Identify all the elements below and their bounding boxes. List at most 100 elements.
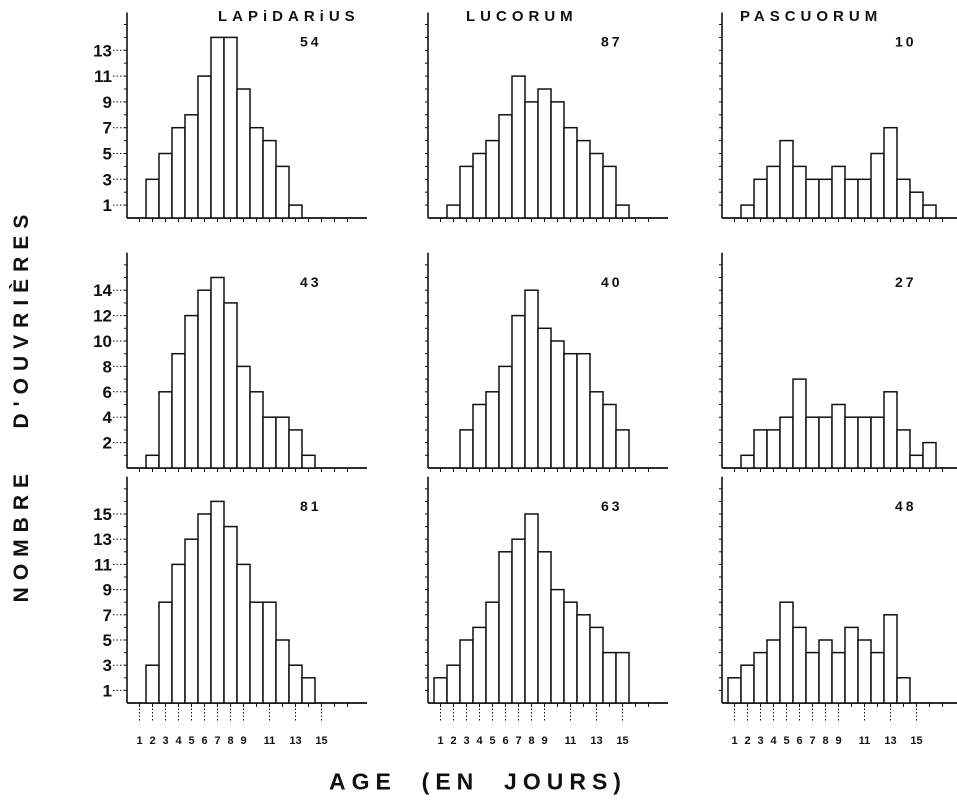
histogram-bar xyxy=(870,416,885,469)
y-tick-label: 11 xyxy=(94,555,112,574)
histogram-bar xyxy=(459,429,474,469)
x-tick-label: 13 xyxy=(590,735,602,747)
histogram-bar xyxy=(433,677,448,704)
histogram-bar xyxy=(550,101,565,219)
histogram-bar xyxy=(766,429,781,469)
histogram-bar xyxy=(262,416,277,469)
sample-count-label: 81 xyxy=(300,498,322,514)
histogram-bar xyxy=(184,314,199,469)
y-tick-label: 9 xyxy=(103,93,112,112)
histogram-bar xyxy=(883,614,898,704)
histogram-bar xyxy=(818,639,833,704)
histogram-panel: 1 2 3 4 5 6 7 8 9 11 13 15 63 xyxy=(425,476,668,747)
sample-count-label: 63 xyxy=(601,498,623,514)
histogram-bar xyxy=(498,114,513,219)
histogram-bar xyxy=(818,416,833,469)
histogram-bar xyxy=(922,441,937,469)
histogram-bar xyxy=(792,378,807,469)
histogram-bar xyxy=(883,126,898,219)
histogram-bar xyxy=(171,126,186,219)
histogram-bar xyxy=(275,165,290,219)
histogram-bar xyxy=(589,391,604,469)
histogram-bar xyxy=(602,403,617,469)
y-tick-label: 8 xyxy=(103,357,112,376)
x-tick-label: 2 xyxy=(744,735,750,747)
histogram-bar xyxy=(145,454,160,469)
histogram-bar xyxy=(909,191,924,219)
x-tick-label: 7 xyxy=(515,735,521,747)
y-tick-label: 5 xyxy=(103,631,112,650)
histogram-bar xyxy=(301,677,316,704)
histogram-bar xyxy=(171,352,186,469)
histogram-bar xyxy=(766,165,781,219)
histogram-bar xyxy=(550,588,565,704)
histogram-bar xyxy=(779,416,794,469)
histogram-bar xyxy=(524,289,539,469)
x-tick-label: 8 xyxy=(528,735,534,747)
histogram-bar xyxy=(805,178,820,219)
histogram-bar xyxy=(602,165,617,219)
histogram-bar xyxy=(818,178,833,219)
histogram-bar xyxy=(275,639,290,704)
histogram-bar xyxy=(550,340,565,469)
x-tick-label: 7 xyxy=(214,735,220,747)
histogram-panel: 27 xyxy=(719,252,957,472)
histogram-panel: 40 xyxy=(425,252,668,472)
histogram-panel: 87 xyxy=(425,12,668,222)
histogram-bar xyxy=(615,651,630,704)
column-title-pascuorum: PASCUORUM xyxy=(740,8,883,25)
histogram-panel: 2 4 6 8 10 12 14 43 xyxy=(93,252,367,472)
y-tick-label: 2 xyxy=(103,434,112,453)
y-tick-label: 6 xyxy=(103,383,112,402)
histogram-bar xyxy=(909,454,924,469)
x-tick-label: 9 xyxy=(240,735,246,747)
histogram-bar xyxy=(896,178,911,219)
histogram-bar xyxy=(576,614,591,704)
x-tick-label: 5 xyxy=(489,735,495,747)
y-tick-label: 10 xyxy=(93,332,112,351)
histogram-bar xyxy=(275,416,290,469)
y-tick-label: 9 xyxy=(103,581,112,600)
histogram-bar xyxy=(158,601,173,704)
histogram-bar xyxy=(896,677,911,704)
x-tick-label: 11 xyxy=(264,735,276,747)
sample-count-label: 43 xyxy=(300,274,322,290)
histogram-bar xyxy=(288,204,303,219)
histogram-bar xyxy=(197,513,212,704)
histogram-bar xyxy=(485,601,500,704)
histogram-bar xyxy=(576,139,591,219)
histogram-bar xyxy=(563,601,578,704)
x-tick-label: 6 xyxy=(201,735,207,747)
histogram-bar xyxy=(922,204,937,219)
y-tick-label: 3 xyxy=(103,170,112,189)
histogram-bar xyxy=(727,677,742,704)
histogram-bar xyxy=(753,429,768,469)
histogram-bar xyxy=(537,327,552,469)
histogram-bar xyxy=(184,538,199,704)
x-tick-label: 5 xyxy=(188,735,194,747)
x-tick-label: 3 xyxy=(162,735,168,747)
histogram-bar xyxy=(831,403,846,469)
histogram-bar xyxy=(511,75,526,219)
histogram-bar xyxy=(223,525,238,704)
x-tick-label: 11 xyxy=(859,735,871,747)
histogram-bar xyxy=(223,36,238,219)
histogram-bar xyxy=(158,391,173,469)
sample-count-label: 10 xyxy=(895,34,917,50)
histogram-bar xyxy=(446,204,461,219)
histogram-bar xyxy=(844,626,859,704)
y-tick-label: 1 xyxy=(103,681,112,700)
histogram-bar xyxy=(870,152,885,219)
x-tick-label: 4 xyxy=(175,735,182,747)
histogram-bar xyxy=(615,429,630,469)
histogram-bar xyxy=(883,391,898,469)
histogram-bar xyxy=(831,165,846,219)
histogram-bar xyxy=(498,365,513,469)
histogram-panel: 1 2 3 4 5 6 7 8 9 11 13 15 48 xyxy=(719,476,957,747)
histogram-bar xyxy=(576,352,591,469)
histogram-bar xyxy=(262,601,277,704)
histogram-bar xyxy=(563,352,578,469)
x-tick-label: 13 xyxy=(289,735,301,747)
histogram-bar xyxy=(857,178,872,219)
